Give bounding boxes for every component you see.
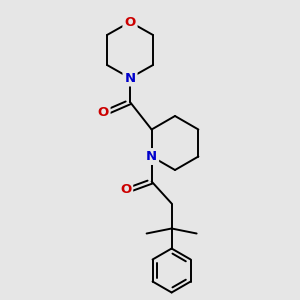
Text: O: O (124, 16, 136, 28)
Text: N: N (146, 150, 157, 163)
Text: O: O (120, 183, 131, 196)
Text: O: O (98, 106, 109, 118)
Text: N: N (124, 71, 136, 85)
